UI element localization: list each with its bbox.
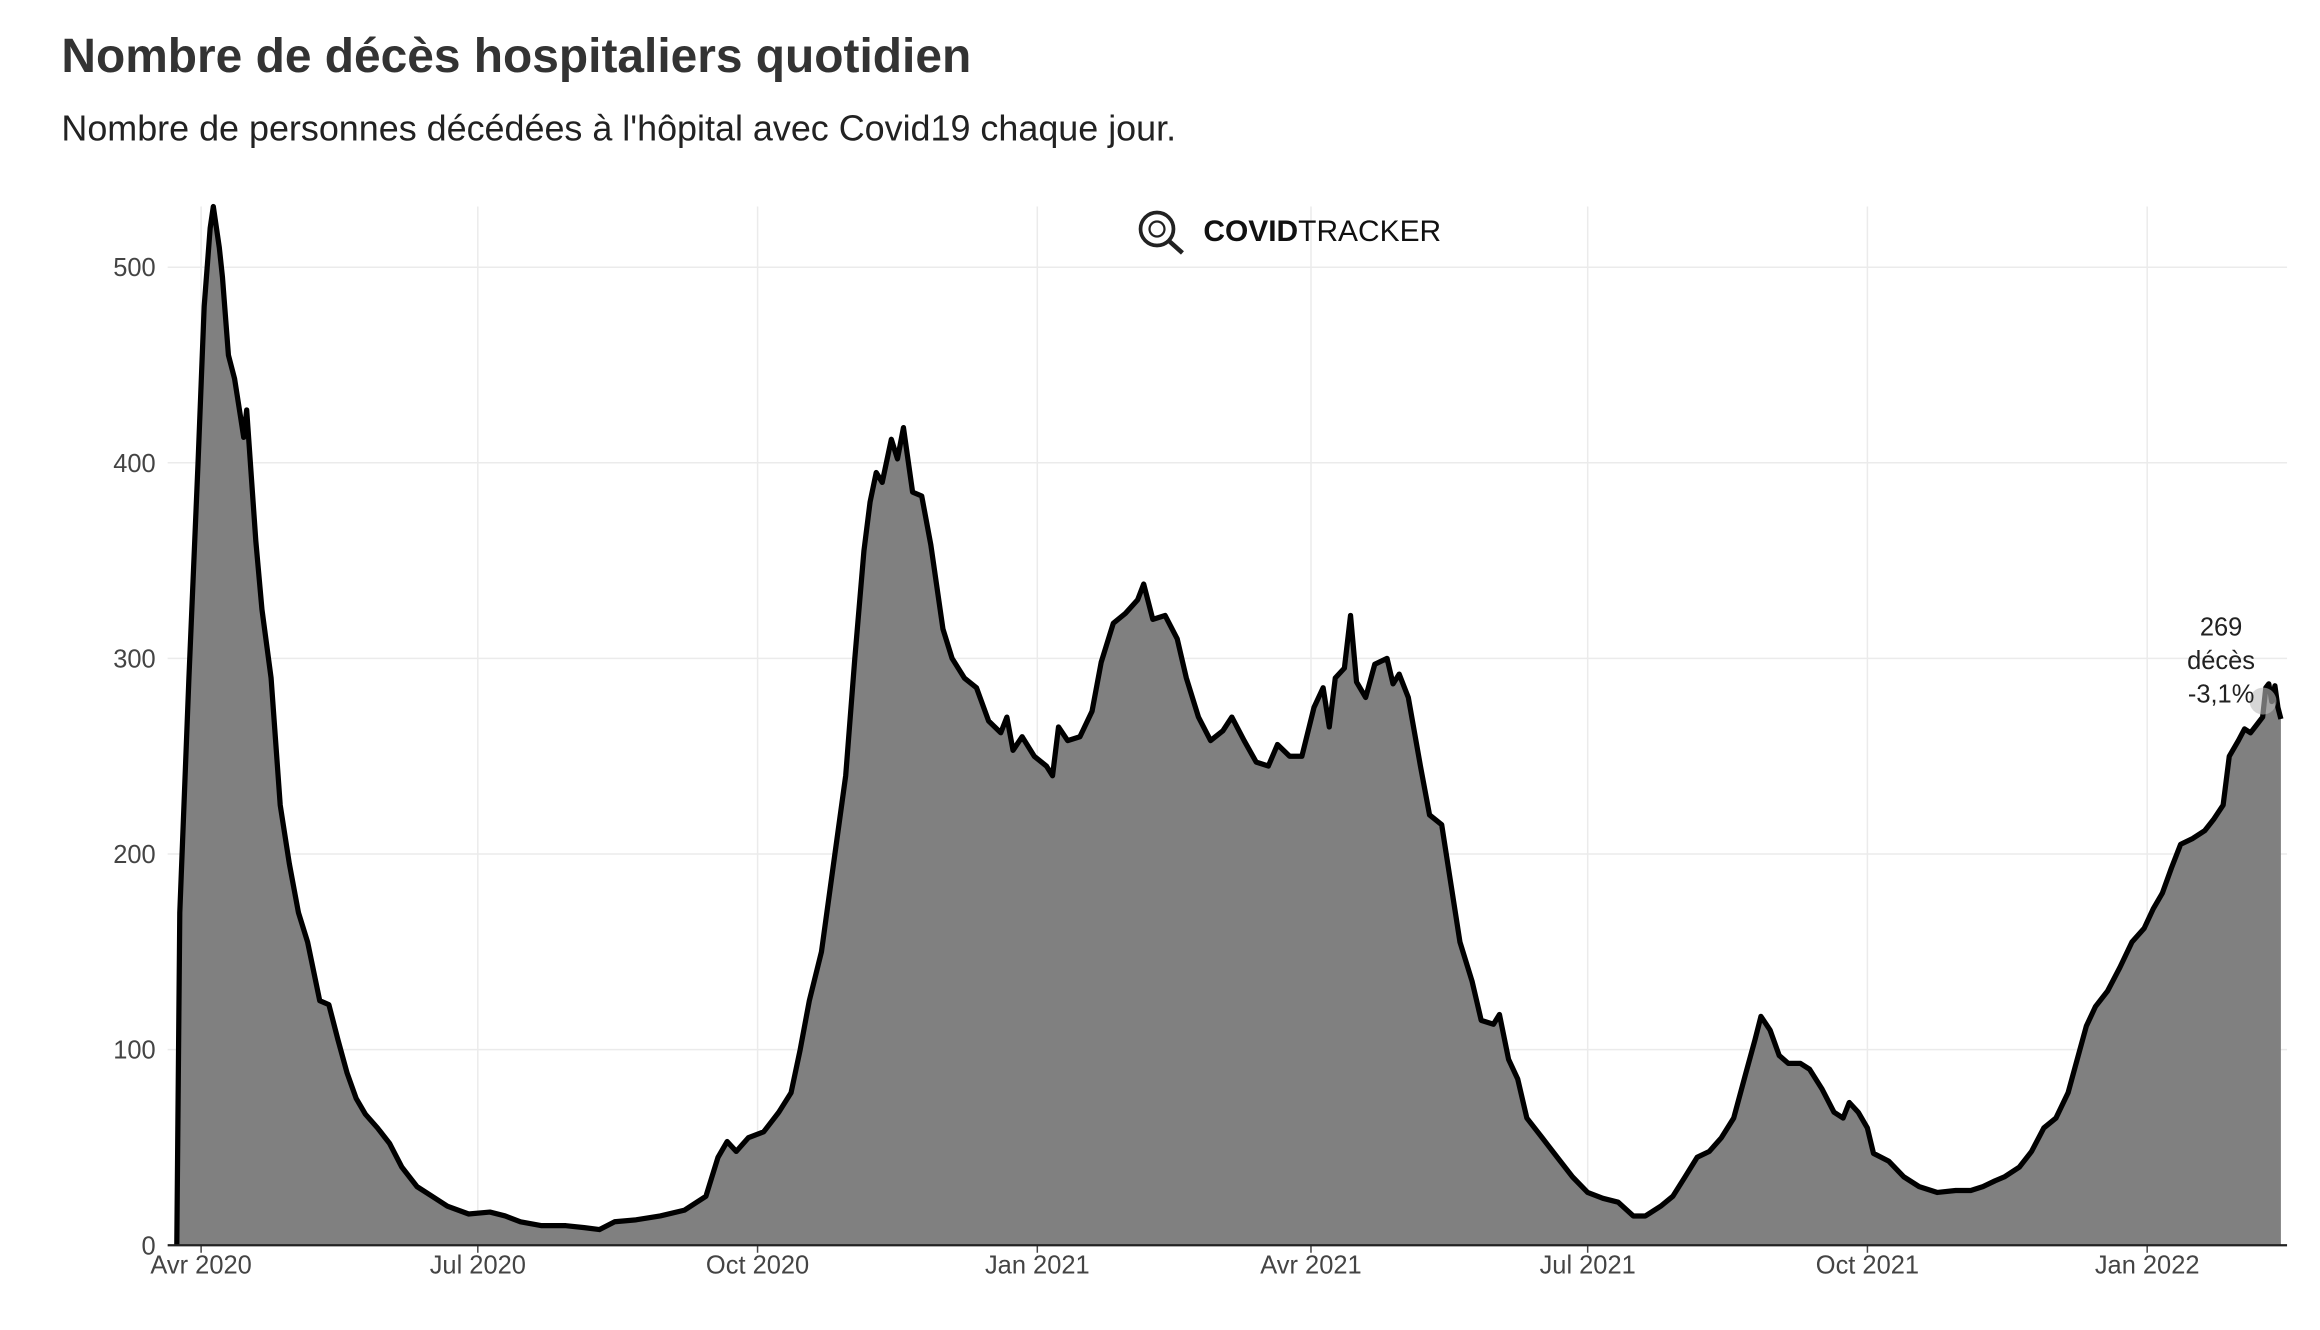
logo-bold: COVID (1203, 215, 1298, 248)
logo: COVIDTRACKER (1138, 210, 1441, 255)
y-tick-label: 0 (142, 1232, 156, 1260)
plot (167, 203, 2288, 1247)
line (174, 203, 2284, 1246)
x-tick-label: Oct 2021 (1816, 1252, 1919, 1280)
logo-icon (1148, 220, 1166, 238)
y-tick-label: 500 (113, 254, 155, 282)
y-tick-label: 100 (113, 1037, 155, 1065)
annotation-text: décès (2187, 647, 2255, 675)
x-tick-label: Avr 2020 (150, 1252, 251, 1280)
logo-light: TRACKER (1298, 215, 1441, 248)
chart-title: Nombre de décès hospitaliers quotidien (61, 30, 971, 83)
x-tick-label: Jan 2021 (985, 1252, 1090, 1280)
x-tick-label: Oct 2020 (706, 1252, 809, 1280)
last-point-marker (2249, 687, 2277, 715)
x-tick-label: Jul 2020 (430, 1252, 526, 1280)
chart-subtitle: Nombre de personnes décédées à l'hôpital… (61, 108, 1176, 149)
x-tick-label: Avr 2021 (1260, 1252, 1361, 1280)
annotation-text: 269 (2200, 613, 2242, 641)
logo-icon (1167, 239, 1184, 255)
y-tick-label: 200 (113, 841, 155, 869)
y-tick-label: 300 (113, 645, 155, 673)
svg-text:COVIDTRACKER: COVIDTRACKER (1203, 215, 1441, 248)
annotation: 269 décès -3,1% (2187, 613, 2277, 715)
y-tick-label: 400 (113, 450, 155, 478)
annotation-text: -3,1% (2188, 681, 2254, 709)
x-tick-label: Jan 2022 (2095, 1252, 2200, 1280)
logo-icon (1138, 210, 1176, 248)
x-tick-label: Jul 2021 (1540, 1252, 1636, 1280)
